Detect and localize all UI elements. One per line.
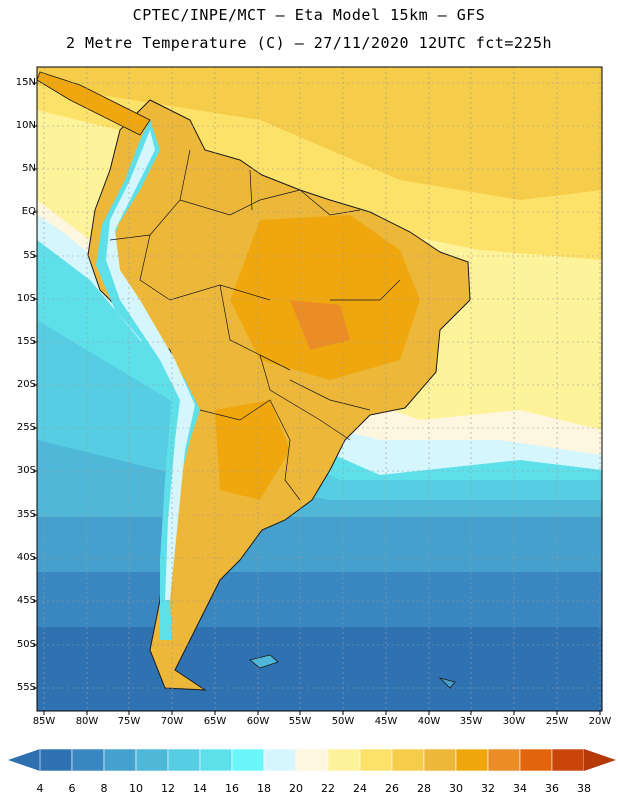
colorbar-label: 4 <box>36 782 44 795</box>
colorbar-cell <box>455 748 489 772</box>
ocean-band-28 <box>37 67 602 200</box>
lon-label: 35W <box>459 716 483 727</box>
colorbar-low-arrow <box>8 749 40 771</box>
lat-label: 40S <box>16 552 36 563</box>
lon-label: 50W <box>331 716 355 727</box>
lon-label: 40W <box>417 716 441 727</box>
colorbar-label: 14 <box>193 782 207 795</box>
colorbar-cell <box>327 748 361 772</box>
colorbar-label: 24 <box>353 782 367 795</box>
colorbar-label: 22 <box>321 782 335 795</box>
colorbar-label: 38 <box>577 782 591 795</box>
colorbar-high-arrow <box>584 749 616 771</box>
colorbar-label: 8 <box>100 782 108 795</box>
lat-label: 15N <box>15 77 36 88</box>
colorbar-label: 28 <box>417 782 431 795</box>
lat-label: 20S <box>16 379 36 390</box>
colorbar-cell <box>263 748 297 772</box>
lat-label: 10S <box>16 293 36 304</box>
colorbar-cell <box>39 748 73 772</box>
colorbar-cell <box>167 748 201 772</box>
central-america-land <box>37 71 151 136</box>
falkland-islands <box>249 654 279 669</box>
colorbar-label: 30 <box>449 782 463 795</box>
colorbar-label: 36 <box>545 782 559 795</box>
lon-label: 85W <box>32 716 56 727</box>
axis-ticks <box>33 82 601 715</box>
colorbar-cell <box>71 748 105 772</box>
colorbar-cell <box>231 748 265 772</box>
colorbar-label: 20 <box>289 782 303 795</box>
lat-label: 45S <box>16 595 36 606</box>
lon-label: 55W <box>288 716 312 727</box>
colorbar-label: 32 <box>481 782 495 795</box>
colorbar-cell <box>551 748 585 772</box>
colorbar-cell <box>359 748 393 772</box>
colorbar-cell <box>423 748 457 772</box>
lon-label: 70W <box>160 716 184 727</box>
lat-label: 25S <box>16 422 36 433</box>
colorbar-cell <box>103 748 137 772</box>
lat-label: 50S <box>16 639 36 650</box>
lat-label: 55S <box>16 682 36 693</box>
colorbar-label: 34 <box>513 782 527 795</box>
lat-label: 35S <box>16 509 36 520</box>
map-title-line-1: CPTEC/INPE/MCT – Eta Model 15km – GFS <box>132 6 486 24</box>
colorbar-label: 12 <box>161 782 175 795</box>
lon-label: 30W <box>502 716 526 727</box>
colorbar-cell <box>391 748 425 772</box>
country-borders <box>109 149 401 501</box>
lon-label: 80W <box>75 716 99 727</box>
lon-label: 20W <box>588 716 612 727</box>
south-georgia-island <box>438 677 456 689</box>
colorbar-label: 10 <box>129 782 143 795</box>
graticule <box>37 67 602 711</box>
lon-label: 45W <box>374 716 398 727</box>
map-frame <box>36 66 603 712</box>
colorbar-label: 16 <box>225 782 239 795</box>
lat-label: 10N <box>15 120 36 131</box>
colorbar-cell <box>487 748 521 772</box>
colorbar-label: 26 <box>385 782 399 795</box>
andes-peaks <box>106 130 195 600</box>
lon-label: 25W <box>545 716 569 727</box>
interior-hottest-zone <box>290 300 350 350</box>
lat-label: 5S <box>23 250 36 261</box>
lat-label: EQ <box>21 206 36 217</box>
chaco-hot-zone <box>215 400 290 500</box>
map-title-line-2: 2 Metre Temperature (C) – 27/11/2020 12U… <box>65 34 553 52</box>
temperature-colorbar <box>8 748 616 772</box>
colorbar-cell <box>295 748 329 772</box>
colorbar-cell <box>519 748 553 772</box>
colorbar-label: 6 <box>68 782 76 795</box>
colorbar-label: 18 <box>257 782 271 795</box>
lat-label: 5N <box>22 163 36 174</box>
lat-label: 30S <box>16 465 36 476</box>
lon-label: 60W <box>246 716 270 727</box>
colorbar-cell <box>199 748 233 772</box>
lat-label: 15S <box>16 336 36 347</box>
lon-label: 75W <box>117 716 141 727</box>
lon-label: 65W <box>203 716 227 727</box>
colorbar-cell <box>135 748 169 772</box>
